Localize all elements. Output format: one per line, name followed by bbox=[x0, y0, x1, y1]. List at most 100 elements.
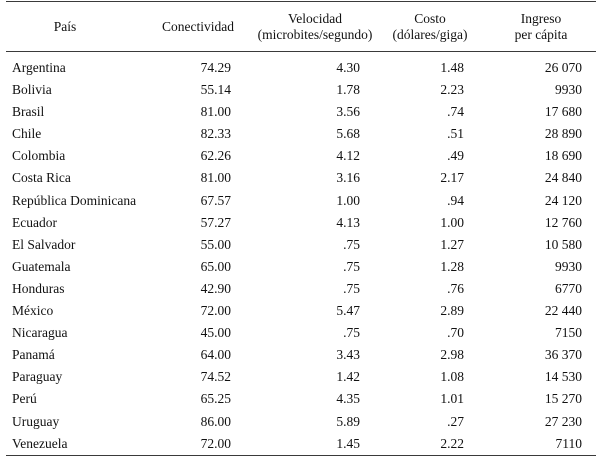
cell-conectividad: 72.00 bbox=[200, 435, 231, 451]
cell-velocidad: 1.42 bbox=[336, 369, 360, 385]
cell-velocidad: .75 bbox=[343, 258, 360, 274]
cell-ingreso: 24 840 bbox=[544, 170, 582, 186]
table-row: Bolivia 55.14 1.78 2.23 9930 bbox=[0, 79, 600, 101]
table-row: Panamá 64.00 3.43 2.98 36 370 bbox=[0, 344, 600, 366]
header-costo-line2: (dólares/giga) bbox=[392, 27, 468, 42]
cell-conectividad: 65.25 bbox=[200, 391, 231, 407]
cell-conectividad: 72.00 bbox=[200, 303, 231, 319]
header-rule bbox=[6, 51, 596, 52]
table-row: El Salvador 55.00 .75 1.27 10 580 bbox=[0, 234, 600, 256]
table-row: Guatemala 65.00 .75 1.28 9930 bbox=[0, 256, 600, 278]
cell-costo: 1.27 bbox=[440, 236, 464, 252]
table-row: Costa Rica 81.00 3.16 2.17 24 840 bbox=[0, 167, 600, 189]
table-body: Argentina 74.29 4.30 1.48 26 070 Bolivia 55.14… bbox=[0, 57, 600, 455]
cell-costo: .27 bbox=[447, 413, 464, 429]
header-ingreso-line1: Ingreso bbox=[520, 11, 562, 26]
table-row: Honduras 42.90 .75 .76 6770 bbox=[0, 278, 600, 300]
cell-ingreso: 10 580 bbox=[544, 236, 582, 252]
header-conectividad-label: Conectividad bbox=[162, 19, 234, 34]
cell-costo: 1.01 bbox=[440, 391, 464, 407]
cell-costo: 2.17 bbox=[440, 170, 464, 186]
header-pais-label: País bbox=[53, 19, 77, 34]
cell-conectividad: 55.14 bbox=[200, 82, 231, 98]
cell-pais: Colombia bbox=[12, 148, 66, 164]
cell-costo: 1.28 bbox=[440, 258, 464, 274]
header-ingreso-line2: per cápita bbox=[514, 27, 568, 42]
cell-costo: .74 bbox=[447, 104, 464, 120]
table-row: Ecuador 57.27 4.13 1.00 12 760 bbox=[0, 212, 600, 234]
cell-ingreso: 7110 bbox=[555, 435, 583, 451]
cell-pais: Nicaragua bbox=[12, 325, 68, 341]
cell-pais: Brasil bbox=[12, 104, 45, 120]
cell-conectividad: 86.00 bbox=[200, 413, 231, 429]
cell-velocidad: 4.13 bbox=[336, 214, 360, 230]
cell-velocidad: .75 bbox=[343, 325, 360, 341]
table-row: Venezuela 72.00 1.45 2.22 7110 bbox=[0, 433, 600, 455]
header-velocidad-line2: (microbites/segundo) bbox=[257, 27, 373, 42]
cell-ingreso: 9930 bbox=[555, 82, 582, 98]
cell-pais: Costa Rica bbox=[12, 170, 71, 186]
cell-costo: .70 bbox=[447, 325, 464, 341]
cell-velocidad: 4.12 bbox=[336, 148, 360, 164]
cell-conectividad: 82.33 bbox=[200, 126, 231, 142]
table-row: Argentina 74.29 4.30 1.48 26 070 bbox=[0, 57, 600, 79]
cell-conectividad: 81.00 bbox=[200, 170, 231, 186]
cell-velocidad: 3.56 bbox=[336, 104, 360, 120]
cell-pais: Argentina bbox=[12, 60, 66, 75]
cell-conectividad: 64.00 bbox=[200, 347, 231, 363]
table-header: País Conectividad Velocidad (microbites/… bbox=[0, 4, 600, 50]
cell-pais: Honduras bbox=[12, 280, 65, 296]
cell-pais: Ecuador bbox=[12, 214, 57, 230]
cell-pais: Paraguay bbox=[12, 369, 63, 385]
top-rule bbox=[6, 1, 596, 2]
cell-costo: .76 bbox=[447, 280, 464, 296]
cell-costo: 2.22 bbox=[440, 435, 464, 451]
cell-ingreso: 18 690 bbox=[544, 148, 582, 164]
header-velocidad-line1: Velocidad bbox=[288, 11, 342, 26]
table-row: Uruguay 86.00 5.89 .27 27 230 bbox=[0, 411, 600, 433]
cell-ingreso: 9930 bbox=[555, 258, 582, 274]
cell-velocidad: 1.00 bbox=[336, 192, 360, 208]
cell-velocidad: 3.16 bbox=[336, 170, 360, 186]
table-row: Nicaragua 45.00 .75 .70 7150 bbox=[0, 322, 600, 344]
cell-conectividad: 65.00 bbox=[200, 258, 231, 274]
cell-ingreso: 14 530 bbox=[544, 369, 582, 385]
cell-ingreso: 27 230 bbox=[544, 413, 582, 429]
cell-ingreso: 17 680 bbox=[544, 104, 582, 120]
cell-conectividad: 74.52 bbox=[200, 369, 231, 385]
header-costo-line1: Costo bbox=[414, 11, 446, 26]
cell-ingreso: 24 120 bbox=[544, 192, 582, 208]
table-row: Paraguay 74.52 1.42 1.08 14 530 bbox=[0, 366, 600, 388]
cell-velocidad: .75 bbox=[343, 236, 360, 252]
cell-conectividad: 74.29 bbox=[200, 60, 231, 75]
cell-velocidad: .75 bbox=[343, 280, 360, 296]
cell-ingreso: 15 270 bbox=[544, 391, 582, 407]
cell-costo: 1.08 bbox=[440, 369, 464, 385]
cell-velocidad: 1.78 bbox=[336, 82, 360, 98]
cell-ingreso: 22 440 bbox=[544, 303, 582, 319]
cell-velocidad: 3.43 bbox=[336, 347, 360, 363]
cell-pais: Perú bbox=[12, 391, 37, 407]
cell-pais: México bbox=[12, 303, 54, 319]
header-ingreso: Ingreso per cápita bbox=[500, 4, 582, 50]
cell-ingreso: 6770 bbox=[555, 280, 582, 296]
cell-pais: Panamá bbox=[12, 347, 55, 363]
cell-ingreso: 7150 bbox=[555, 325, 582, 341]
cell-costo: .94 bbox=[447, 192, 464, 208]
cell-velocidad: 1.45 bbox=[336, 435, 360, 451]
header-conectividad: Conectividad bbox=[146, 4, 250, 50]
cell-ingreso: 28 890 bbox=[544, 126, 582, 142]
cell-ingreso: 12 760 bbox=[544, 214, 582, 230]
cell-conectividad: 62.26 bbox=[200, 148, 231, 164]
cell-conectividad: 57.27 bbox=[200, 214, 231, 230]
cell-pais: El Salvador bbox=[12, 236, 76, 252]
header-pais: País bbox=[10, 4, 120, 50]
cell-pais: Uruguay bbox=[12, 413, 60, 429]
cell-conectividad: 67.57 bbox=[200, 192, 231, 208]
cell-pais: República Dominicana bbox=[12, 192, 137, 208]
header-velocidad: Velocidad (microbites/segundo) bbox=[250, 4, 380, 50]
cell-conectividad: 42.90 bbox=[200, 280, 231, 296]
cell-costo: 1.48 bbox=[440, 60, 464, 75]
cell-costo: 2.98 bbox=[440, 347, 464, 363]
cell-conectividad: 55.00 bbox=[200, 236, 231, 252]
